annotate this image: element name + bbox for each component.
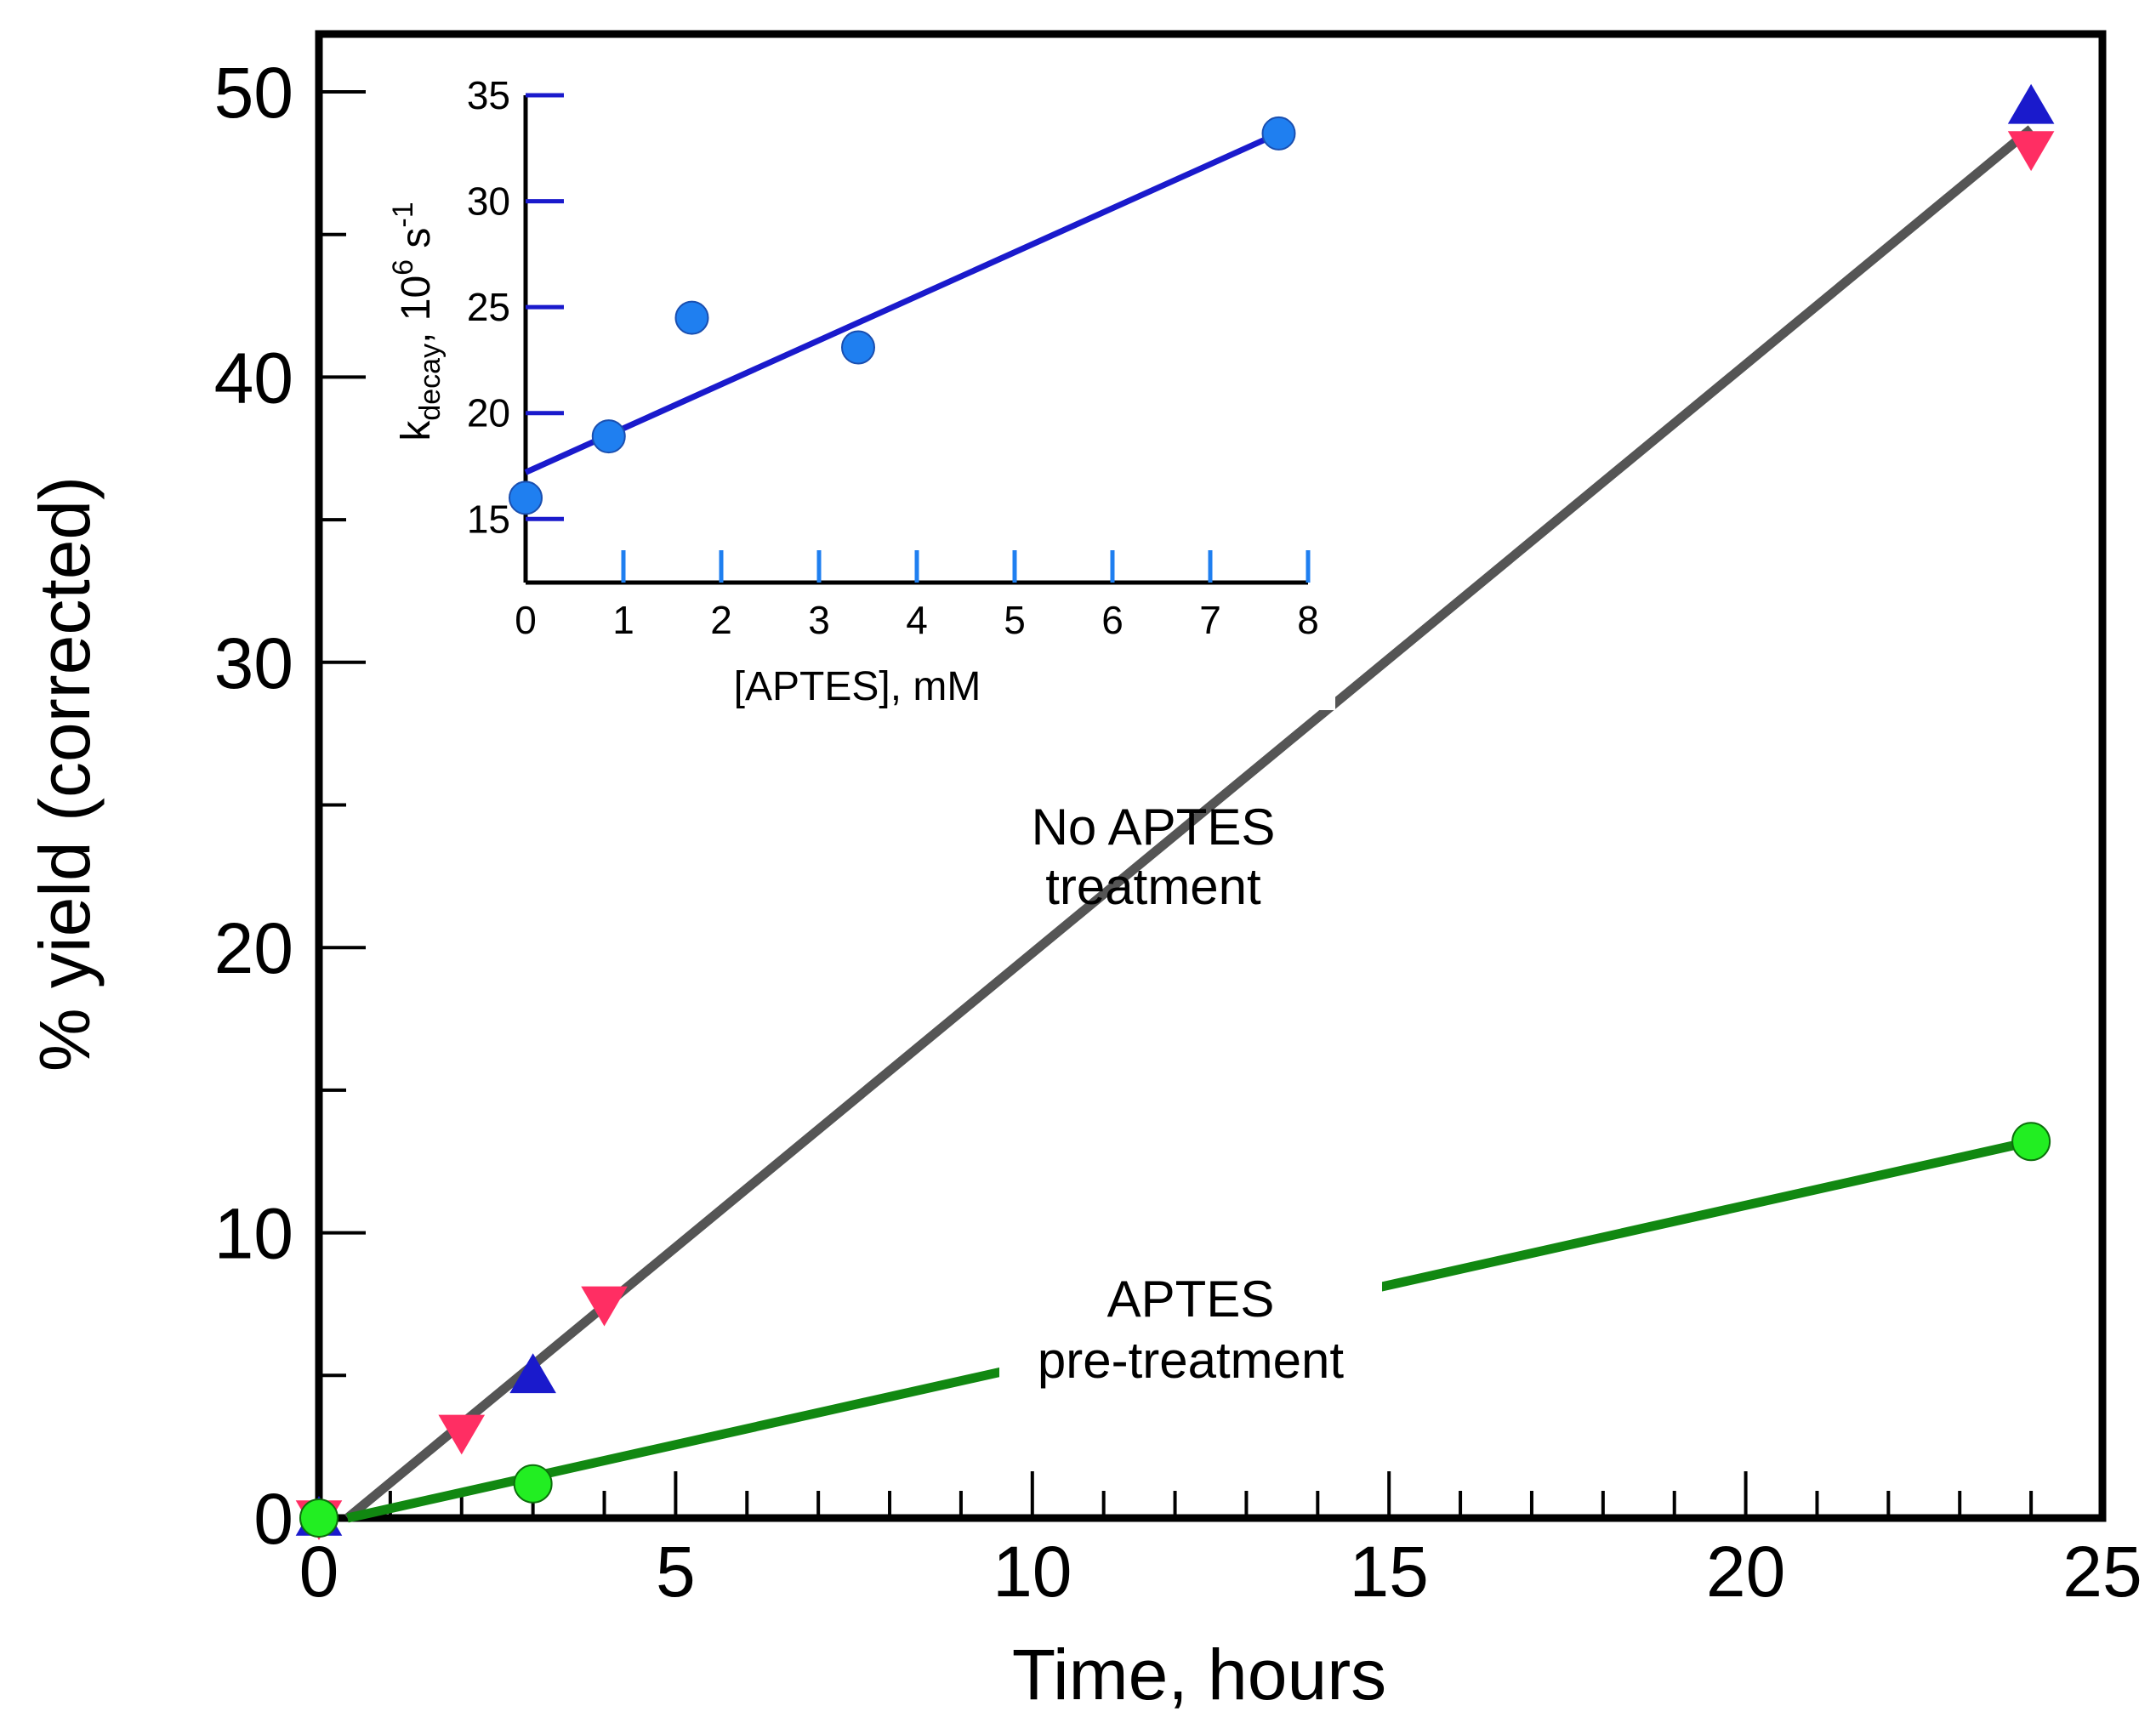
main-data-point — [438, 1414, 486, 1455]
inset-y-title-unit: s — [394, 228, 439, 259]
main-x-tick-label: 20 — [1706, 1532, 1785, 1612]
inset-x-tick-label: 4 — [906, 598, 928, 642]
main-x-tick-label: 15 — [1349, 1532, 1428, 1612]
main-marks — [295, 83, 2055, 1540]
inset-x-tick-label: 3 — [808, 598, 830, 642]
main-x-tick-label: 25 — [2062, 1532, 2142, 1612]
inset-y-title-main: k — [394, 420, 439, 441]
main-ticks — [319, 90, 2034, 1518]
inset-data-point — [841, 330, 875, 365]
inset-data-point — [509, 481, 543, 515]
inset-background — [374, 47, 1335, 710]
inset-y-tick-label: 30 — [467, 179, 510, 224]
inset-marks — [509, 116, 1296, 515]
main-data-point — [509, 1353, 556, 1394]
inset-y-title-sup: 6 — [387, 259, 419, 276]
inset-tick-labels: 0 1 2 3 4 5 6 7 8 15 20 25 30 35 — [467, 73, 1319, 642]
annotation-aptes-line2: pre-treatment — [1038, 1332, 1344, 1389]
main-x-tick-label: 0 — [299, 1532, 339, 1612]
inset-x-tick-label: 5 — [1004, 598, 1026, 642]
inset-x-tick-label: 7 — [1199, 598, 1221, 642]
inset-y-title-sub: decay — [414, 344, 447, 421]
inset-y-tick-label: 25 — [467, 285, 510, 329]
main-data-point — [581, 1286, 628, 1327]
main-x-tick-label: 10 — [993, 1532, 1072, 1612]
inset-y-tick-label: 20 — [467, 391, 510, 435]
annotation-no-aptes-line1: No APTES — [1032, 799, 1276, 856]
inset-data-point — [591, 419, 626, 454]
main-data-point — [2007, 83, 2055, 124]
main-data-point — [513, 1464, 553, 1504]
inset-y-title-unit-sup: -1 — [387, 202, 419, 227]
inset-y-tick-label: 15 — [467, 497, 510, 541]
main-data-point — [299, 1498, 338, 1538]
inset-x-tick-label: 8 — [1297, 598, 1319, 642]
inset-y-tick-label: 35 — [467, 73, 510, 117]
main-y-tick-label: 50 — [214, 53, 293, 133]
inset-fit-lines — [524, 130, 1280, 475]
inset-x-tick-label: 6 — [1101, 598, 1124, 642]
main-y-tick-label: 30 — [214, 623, 293, 703]
main-y-tick-label: 20 — [214, 908, 293, 988]
inset-x-tick-label: 2 — [710, 598, 732, 642]
main-y-tick-label: 0 — [253, 1479, 293, 1559]
annotation-no-aptes-line2: treatment — [1045, 858, 1261, 915]
inset-fit-line — [524, 130, 1280, 475]
main-plot-frame — [315, 30, 2107, 1522]
inset-y-axis-title: kdecay, 106 s-1 — [387, 202, 447, 441]
main-y-tick-label: 10 — [214, 1194, 293, 1274]
inset-x-tick-label: 1 — [612, 598, 634, 642]
inset-y-title-rest: , 10 — [394, 276, 439, 344]
inset-x-axis-title: [APTES], mM — [734, 664, 981, 709]
main-x-axis-title: Time, hours — [1012, 1635, 1386, 1714]
main-y-tick-label: 40 — [214, 338, 293, 418]
main-y-axis-title: % yield (corrected) — [25, 476, 105, 1072]
main-x-tick-label: 5 — [656, 1532, 696, 1612]
main-fit-line — [344, 125, 2034, 1522]
inset-x-tick-label: 0 — [515, 598, 537, 642]
main-data-point — [2011, 1122, 2051, 1162]
inset-data-point — [674, 300, 709, 335]
main-data-point — [2007, 131, 2055, 172]
inset-data-point — [1261, 116, 1296, 151]
annotation-aptes-line1: APTES — [1107, 1271, 1275, 1328]
annotation-aptes-background — [999, 1254, 1382, 1407]
